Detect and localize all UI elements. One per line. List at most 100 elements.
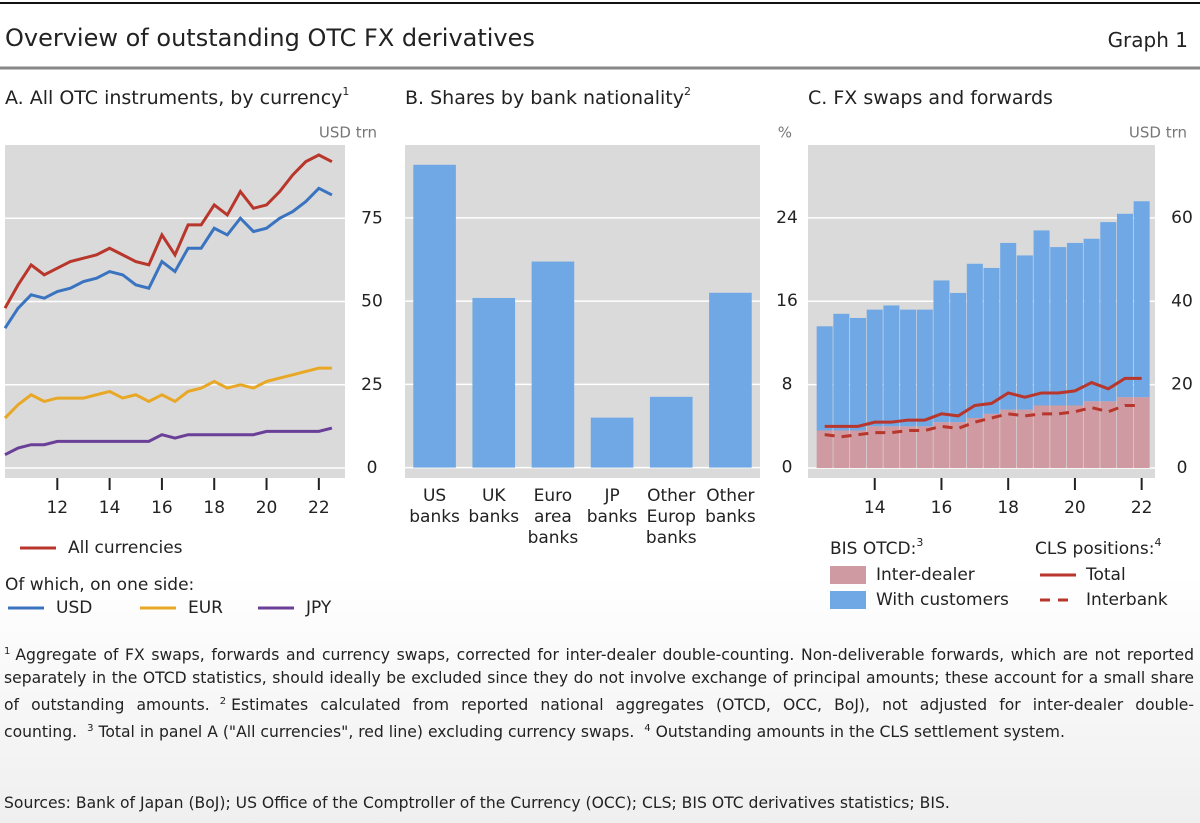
bar-segment bbox=[1133, 201, 1150, 398]
plot-area bbox=[405, 145, 760, 478]
panel-title-text: A. All OTC instruments, by currency bbox=[5, 87, 342, 109]
bar-segment bbox=[1066, 242, 1083, 406]
footnote-mark: 1 bbox=[4, 646, 11, 657]
x-tick-label: Euro area banks bbox=[527, 486, 579, 548]
legend-label: JPY bbox=[305, 598, 332, 618]
x-tick-label: 14 bbox=[99, 498, 121, 518]
bar-segment bbox=[883, 305, 900, 427]
x-tick-label: 18 bbox=[997, 498, 1019, 518]
y-tick-label: 16 bbox=[776, 291, 798, 311]
series-line bbox=[824, 403, 1142, 439]
legend-swatch bbox=[830, 566, 866, 584]
bar-segment bbox=[850, 430, 867, 468]
y-tick-label: 50 bbox=[361, 292, 383, 312]
bar-segment bbox=[1000, 242, 1017, 410]
y-tick-label: 24 bbox=[776, 208, 798, 228]
footnote-mark: 4 bbox=[644, 723, 651, 735]
bar-segment bbox=[916, 426, 933, 468]
panel-title: B. Shares by bank nationality2 bbox=[405, 85, 691, 109]
bar-segment bbox=[916, 309, 933, 427]
legend-swatch bbox=[830, 591, 866, 609]
footnotes: 1 Aggregate of FX swaps, forwards and cur… bbox=[4, 640, 1194, 745]
panel-title: A. All OTC instruments, by currency1 bbox=[5, 85, 349, 109]
bar-segment bbox=[1066, 405, 1083, 468]
x-tick-label: 22 bbox=[308, 498, 330, 518]
y-tick-label: 0 bbox=[367, 458, 378, 478]
legend-label: All currencies bbox=[68, 538, 183, 558]
bar-segment bbox=[933, 422, 950, 468]
legend-label: Interbank bbox=[1086, 590, 1168, 610]
legend-label: USD bbox=[56, 598, 92, 618]
y-tick-label: 75 bbox=[361, 208, 383, 228]
footnote-text: Total in panel A ("All currencies", red … bbox=[98, 723, 635, 742]
bar-segment bbox=[1083, 401, 1100, 468]
panel-title-text: C. FX swaps and forwards bbox=[808, 87, 1053, 109]
bar bbox=[649, 396, 693, 468]
legend-title: CLS positions:4 bbox=[1035, 536, 1161, 560]
bar-segment bbox=[833, 313, 850, 431]
bar-segment bbox=[1100, 222, 1117, 402]
x-tick-label: 18 bbox=[203, 498, 225, 518]
panel-title-text: B. Shares by bank nationality bbox=[405, 87, 684, 109]
x-tick-label: 20 bbox=[1064, 498, 1086, 518]
y-tick-label: 25 bbox=[361, 375, 383, 395]
bar-segment bbox=[966, 263, 983, 418]
bar-segment bbox=[900, 309, 917, 427]
graph-label: Graph 1 bbox=[1107, 28, 1188, 52]
bar-segment bbox=[1016, 255, 1033, 410]
x-tick-label: 16 bbox=[151, 498, 173, 518]
bar-segment bbox=[900, 426, 917, 468]
series-line bbox=[3, 186, 333, 329]
y-tick-label: 0 bbox=[782, 458, 793, 478]
bar-segment bbox=[1116, 213, 1133, 398]
bar-segment bbox=[1033, 405, 1050, 468]
bar-segment bbox=[1000, 409, 1017, 468]
bar-segment bbox=[1100, 401, 1117, 468]
panel-title-note: 2 bbox=[684, 85, 691, 98]
bar-segment bbox=[816, 326, 833, 431]
plot-area bbox=[5, 145, 345, 478]
bar-segment bbox=[1016, 409, 1033, 468]
x-tick-label: UK banks bbox=[468, 486, 520, 527]
y-tick-label: 60 bbox=[1171, 208, 1193, 228]
x-tick-label: 12 bbox=[46, 498, 68, 518]
legend-title-text: CLS positions: bbox=[1035, 539, 1154, 559]
x-tick-label: 20 bbox=[256, 498, 278, 518]
series-line bbox=[824, 376, 1142, 428]
y-tick-label: 20 bbox=[1171, 375, 1193, 395]
bar-segment bbox=[950, 292, 967, 423]
x-tick-label: 22 bbox=[1131, 498, 1153, 518]
panel-title-note: 1 bbox=[342, 85, 349, 98]
page-title: Overview of outstanding OTC FX derivativ… bbox=[5, 24, 535, 52]
bar-segment bbox=[966, 417, 983, 468]
legend-subtitle: Of which, on one side: bbox=[5, 575, 194, 595]
y-unit: USD trn bbox=[319, 124, 377, 142]
y-tick-label: 0 bbox=[1177, 458, 1188, 478]
bar-segment bbox=[1050, 405, 1067, 468]
series-line bbox=[4, 426, 333, 457]
bar bbox=[709, 292, 752, 468]
x-tick-label: Other banks bbox=[705, 486, 756, 527]
bar bbox=[472, 297, 516, 468]
legend-label: EUR bbox=[188, 598, 223, 618]
bar-segment bbox=[816, 430, 833, 468]
bar-segment bbox=[1033, 230, 1050, 406]
bar-segment bbox=[950, 422, 967, 468]
x-tick-label: US banks bbox=[409, 486, 460, 527]
footnote-text: Aggregate of FX swaps, forwards and curr… bbox=[4, 646, 1194, 715]
legend-label: With customers bbox=[876, 590, 1009, 610]
y-tick-label: 40 bbox=[1171, 291, 1193, 311]
series-line bbox=[3, 366, 332, 420]
x-tick-label: JP banks bbox=[586, 486, 638, 527]
legend-title: BIS OTCD:3 bbox=[830, 536, 923, 560]
bar-segment bbox=[933, 280, 950, 423]
legend-label: Inter-dealer bbox=[876, 565, 975, 585]
bar-segment bbox=[1116, 397, 1133, 468]
x-tick-label: 14 bbox=[864, 498, 886, 518]
y-tick-label: 8 bbox=[782, 374, 793, 394]
series-line bbox=[3, 153, 333, 309]
footnote-mark: 2 bbox=[219, 696, 227, 708]
y-unit: % bbox=[778, 124, 792, 142]
